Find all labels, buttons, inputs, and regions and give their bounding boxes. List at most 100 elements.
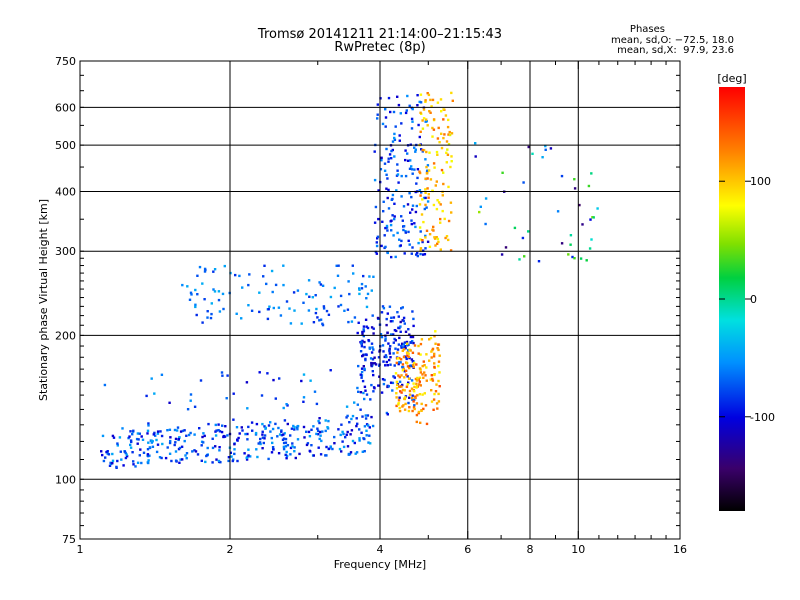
data-point: [413, 390, 416, 393]
data-point: [290, 427, 294, 430]
data-point: [432, 118, 436, 121]
data-point: [367, 424, 370, 427]
data-point: [426, 187, 429, 190]
data-point: [101, 434, 105, 438]
data-point: [363, 385, 367, 388]
data-point: [391, 140, 395, 143]
data-point: [416, 176, 419, 180]
data-point: [408, 243, 411, 246]
data-point: [303, 436, 306, 439]
data-point: [262, 441, 265, 445]
data-point: [270, 269, 274, 273]
data-point: [380, 311, 384, 314]
data-point: [397, 362, 400, 366]
data-point: [410, 106, 414, 110]
data-point: [364, 389, 367, 392]
data-point: [437, 240, 440, 244]
data-point: [369, 398, 372, 401]
data-point: [194, 305, 197, 309]
data-point: [350, 417, 353, 421]
data-point: [430, 389, 433, 392]
data-point: [544, 148, 547, 151]
data-point: [320, 439, 323, 443]
data-point: [418, 171, 422, 175]
data-point: [398, 134, 401, 137]
data-point: [336, 274, 340, 277]
data-point: [270, 436, 273, 440]
data-point: [325, 309, 329, 313]
data-point: [129, 439, 133, 442]
data-point: [418, 203, 422, 206]
data-point: [386, 196, 389, 200]
data-point: [391, 320, 394, 323]
data-point: [357, 364, 360, 368]
data-point: [333, 442, 336, 445]
data-point: [214, 423, 217, 427]
data-point: [396, 348, 400, 351]
data-point: [229, 451, 232, 454]
data-point: [370, 415, 373, 419]
data-point: [439, 217, 442, 221]
data-point: [199, 379, 203, 382]
data-point: [439, 203, 442, 206]
data-point: [418, 100, 421, 104]
data-point: [393, 132, 396, 136]
data-point: [421, 393, 424, 396]
data-point: [104, 456, 107, 459]
data-point: [322, 307, 326, 310]
data-point: [398, 375, 401, 379]
data-point: [261, 447, 264, 450]
data-point: [370, 361, 373, 365]
data-point: [445, 161, 448, 164]
data-point: [363, 340, 366, 344]
data-point: [443, 133, 446, 136]
data-point: [292, 291, 296, 294]
data-point: [358, 428, 361, 431]
data-point: [372, 332, 375, 335]
data-point: [435, 236, 438, 239]
data-point: [428, 338, 431, 341]
data-point: [354, 452, 357, 455]
data-point: [405, 385, 409, 388]
data-point: [257, 442, 260, 445]
data-point: [420, 409, 423, 412]
data-point: [544, 144, 547, 148]
data-point: [450, 91, 453, 95]
chart-title: Tromsø 20141211 21:14:00–21:15:43: [257, 27, 503, 42]
data-point: [419, 194, 422, 197]
data-point: [387, 157, 390, 160]
data-point: [361, 415, 364, 418]
data-point: [218, 430, 222, 433]
data-point: [278, 433, 282, 436]
data-point: [395, 387, 399, 390]
data-point: [302, 373, 306, 376]
data-point: [424, 196, 427, 200]
data-point: [588, 247, 592, 250]
data-point: [432, 355, 436, 358]
data-point: [251, 429, 254, 432]
data-point: [327, 313, 331, 316]
data-point: [373, 221, 377, 224]
data-point: [376, 237, 379, 240]
data-point: [426, 177, 429, 180]
data-point: [389, 345, 392, 348]
data-point: [389, 223, 393, 227]
data-point: [367, 339, 370, 342]
data-point: [318, 430, 322, 434]
data-point: [129, 446, 133, 449]
data-point: [218, 310, 222, 313]
data-point: [211, 437, 214, 440]
data-point: [420, 213, 424, 216]
data-point: [590, 238, 593, 241]
data-point: [314, 294, 317, 297]
data-point: [223, 435, 227, 438]
data-point: [150, 439, 153, 442]
data-point: [282, 447, 286, 451]
data-point: [573, 178, 576, 181]
data-point: [170, 459, 173, 463]
data-point: [402, 355, 406, 359]
data-point: [111, 459, 115, 462]
data-point: [356, 422, 359, 425]
data-point: [431, 377, 434, 381]
data-point: [130, 440, 133, 444]
